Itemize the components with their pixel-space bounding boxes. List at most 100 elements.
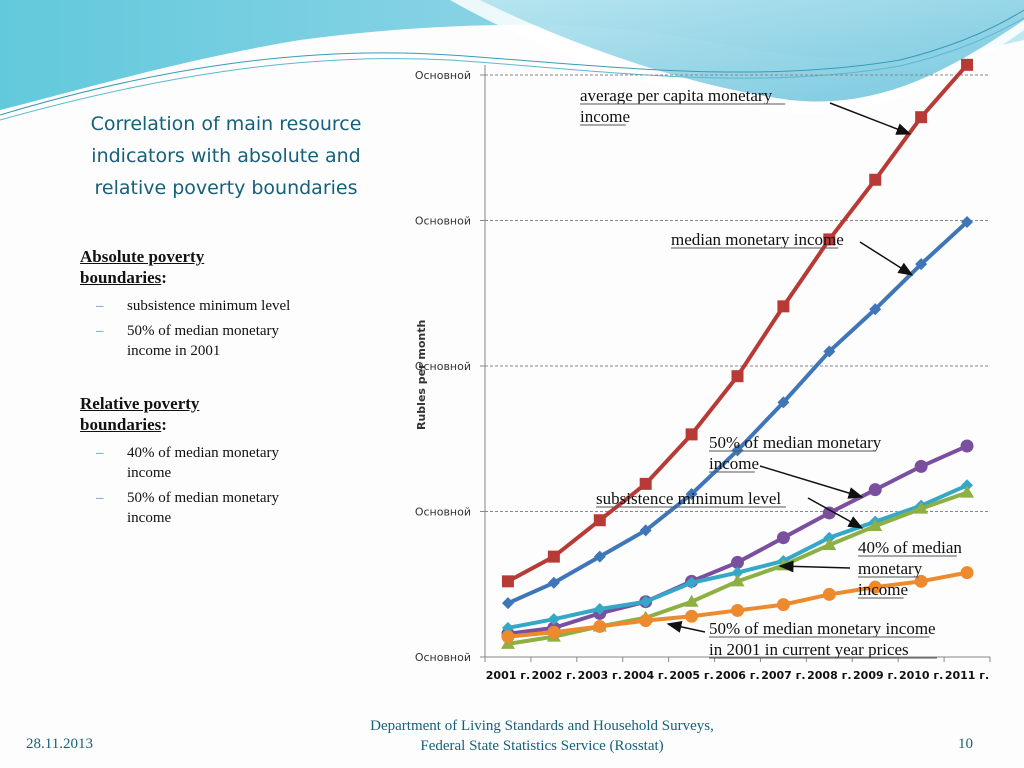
data-point xyxy=(593,550,606,563)
data-point xyxy=(914,574,928,588)
data-point xyxy=(501,575,514,588)
data-point xyxy=(960,566,974,580)
data-point xyxy=(685,576,698,589)
data-point xyxy=(823,531,836,544)
data-point xyxy=(776,531,790,545)
annotation-text: 50% of median monetary xyxy=(709,433,882,452)
annotation-text: income xyxy=(709,454,759,473)
absolute-poverty-heading: Absolute poverty boundaries: xyxy=(80,246,204,288)
data-point xyxy=(731,603,744,617)
annotation-text: 50% of median monetary income xyxy=(709,619,936,638)
data-point xyxy=(776,598,790,612)
dash-icon: – xyxy=(96,323,104,339)
header-wave-right xyxy=(480,0,1024,102)
series-0 xyxy=(501,58,974,588)
footer-date: 28.11.2013 xyxy=(26,736,93,752)
data-point xyxy=(685,609,699,623)
relative-poverty-heading: Relative poverty boundaries: xyxy=(80,393,199,435)
heading-line: Relative poverty xyxy=(80,394,200,413)
bullet-text: 50% of median monetary xyxy=(127,490,280,506)
data-point xyxy=(731,566,744,579)
bullet-text: income in 2001 xyxy=(127,343,221,359)
annotation-text: income xyxy=(580,107,630,126)
annotation-4: 40% of median monetary income xyxy=(778,538,962,599)
data-point xyxy=(823,233,836,246)
data-point xyxy=(777,396,790,409)
series-2 xyxy=(501,439,974,641)
data-point xyxy=(547,550,560,563)
data-point xyxy=(822,537,837,550)
data-point xyxy=(731,444,744,457)
x-tick-label: 2002 г. xyxy=(532,669,576,682)
data-point xyxy=(501,597,514,610)
data-point xyxy=(639,524,652,537)
x-tick-label: 2007 г. xyxy=(761,669,805,682)
footer-org-line: Federal State Statistics Service (Rossta… xyxy=(420,738,664,754)
data-point xyxy=(593,619,607,633)
data-point xyxy=(684,594,699,607)
data-point xyxy=(914,501,929,514)
data-point xyxy=(547,576,560,589)
bullet-text: 40% of median monetary xyxy=(127,445,280,461)
slide-title: Correlation of main resource indicators … xyxy=(64,108,388,204)
annotation-text: 40% of median xyxy=(858,538,962,557)
slide-title-line: relative poverty boundaries xyxy=(94,177,358,199)
x-tick-label: 2011 г. xyxy=(945,669,989,682)
header-line-1 xyxy=(0,9,1024,116)
data-point xyxy=(685,428,698,441)
header-line-2 xyxy=(0,17,1024,121)
y-tick-label: Основной xyxy=(415,506,471,519)
y-tick-label: Основной xyxy=(415,360,471,373)
x-tick-label: 2004 г. xyxy=(623,669,667,682)
annotation-0: average per capita monetary income xyxy=(580,86,912,135)
annotation-1: median monetary income xyxy=(671,230,914,276)
data-point xyxy=(961,479,974,492)
annotation-text: income xyxy=(858,580,908,599)
heading-line: boundaries xyxy=(80,415,162,434)
data-point xyxy=(869,303,882,316)
annotation-arrow xyxy=(666,620,706,633)
annotation-arrow xyxy=(859,241,914,276)
data-point xyxy=(639,595,652,608)
y-tick-label: Основной xyxy=(415,215,471,228)
annotation-3: subsistence minimum level xyxy=(596,489,864,529)
heading-colon: : xyxy=(161,415,167,434)
data-point xyxy=(915,258,928,271)
bullet-text: income xyxy=(127,510,172,526)
annotation-2: 50% of median monetary income xyxy=(709,433,882,499)
data-point xyxy=(915,111,928,124)
bullet-text: 50% of median monetary xyxy=(127,323,280,339)
y-tick-label: Основной xyxy=(415,651,471,664)
dash-icon: – xyxy=(96,298,104,314)
slide-title-line: Correlation of main resource xyxy=(90,113,362,135)
data-point xyxy=(593,514,606,527)
x-tick-label: 2005 г. xyxy=(669,669,713,682)
data-point xyxy=(868,519,883,532)
slide-title-line: indicators with absolute and xyxy=(91,145,361,167)
heading-line: boundaries xyxy=(80,268,162,287)
page-number: 10 xyxy=(958,736,973,752)
dash-icon: – xyxy=(96,490,104,506)
data-point xyxy=(869,173,882,186)
y-axis-label: Rubles per month xyxy=(415,320,428,430)
data-point xyxy=(501,630,515,644)
data-point xyxy=(639,614,653,628)
data-point xyxy=(639,477,652,490)
footer-organization: Department of Living Standards and House… xyxy=(300,716,784,756)
data-point xyxy=(547,625,561,639)
data-point xyxy=(822,587,836,601)
data-point xyxy=(868,580,882,594)
data-point xyxy=(685,488,698,501)
annotation-text: in 2001 in current year prices xyxy=(709,640,909,659)
annotation-arrow xyxy=(829,102,912,135)
annotation-arrow xyxy=(807,497,864,529)
series-1 xyxy=(501,215,974,610)
dash-icon: – xyxy=(96,445,104,461)
annotation-arrow xyxy=(759,465,864,499)
x-tick-label: 2009 г. xyxy=(853,669,897,682)
data-point xyxy=(868,483,882,497)
annotation-text: monetary xyxy=(858,559,923,578)
bullet-text: income xyxy=(127,465,172,481)
annotation-text: median monetary income xyxy=(671,230,844,249)
